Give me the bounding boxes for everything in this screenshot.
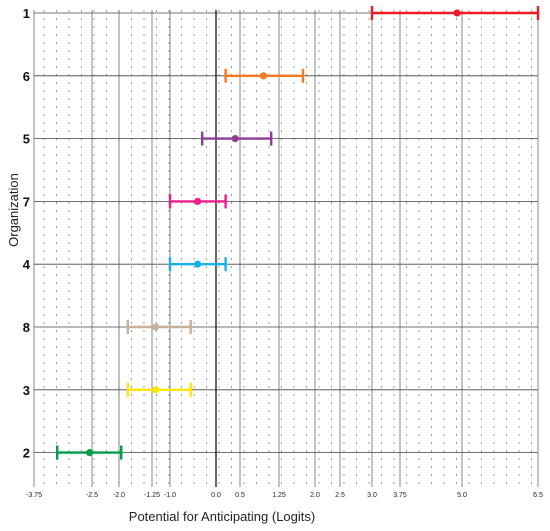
x-tick-label: -1.0 [164,492,176,499]
point-estimate-8 [152,323,160,331]
y-tick-label: 8 [23,320,30,335]
data-marks [56,6,540,460]
x-tick-label: -3.75 [26,492,42,499]
point-estimate-7 [194,197,202,205]
x-tick-label: -2.0 [113,492,125,499]
x-tick-label: 3.0 [367,492,377,499]
x-tick-label: 1.25 [272,492,286,499]
y-tick-label: 7 [23,194,30,209]
x-axis-title: Potential for Anticipating (Logits) [129,509,315,524]
x-tick-label: 0.0 [211,492,221,499]
y-tick-label: 2 [23,446,30,461]
x-tick-label: 6.5 [533,492,543,499]
point-estimate-2 [86,449,94,457]
y-tick-labels: 1 6 5 7 4 8 3 2 [23,6,31,461]
x-tick-label: 3.75 [393,492,407,499]
x-tick-label: 2.5 [335,492,345,499]
x-tick-label: -2.5 [86,492,98,499]
x-tick-label: 0.5 [235,492,245,499]
y-tick-label: 1 [23,6,30,21]
y-tick-label: 3 [23,383,30,398]
point-estimate-4 [194,260,202,268]
y-tick-label: 6 [23,69,30,84]
x-tick-labels: -3.75 -2.5 -2.0 -1.25 -1.0 0.0 0.5 1.25 2.0 2.5 3.… [26,492,543,499]
point-estimate-1 [453,9,461,17]
point-estimate-6 [259,72,267,80]
y-tick-label: 4 [23,257,31,272]
point-estimate-3 [152,386,160,394]
x-tick-label: -1.25 [144,492,160,499]
point-estimate-5 [231,135,239,143]
x-tick-label: 2.0 [310,492,320,499]
x-tick-label: 5.0 [457,492,467,499]
y-axis-title: Organization [6,173,21,247]
y-tick-label: 5 [23,132,30,147]
